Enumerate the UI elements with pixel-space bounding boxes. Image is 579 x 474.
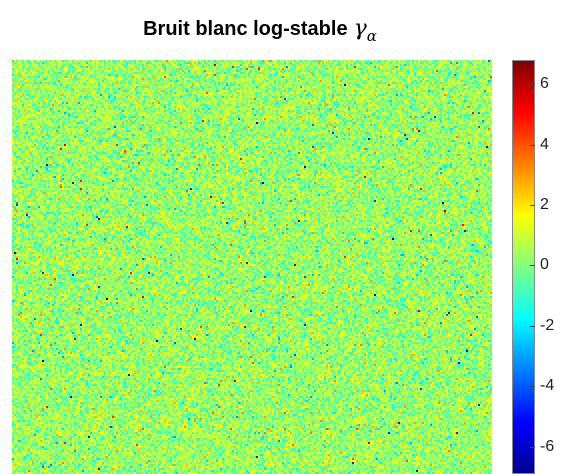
colorbar-tick-mark <box>530 325 535 327</box>
colorbar-tick-mark <box>530 386 535 388</box>
colorbar-tick-label: -4 <box>540 377 555 395</box>
title-subscript: α <box>366 27 377 45</box>
title-symbol: γ <box>353 16 367 41</box>
colorbar-tick-label: 4 <box>540 135 549 153</box>
colorbar <box>512 60 535 474</box>
colorbar-tick-mark <box>530 144 535 146</box>
colorbar-tick-mark <box>530 205 535 207</box>
colorbar-tick-mark <box>530 446 535 448</box>
colorbar-tick-label: -2 <box>540 316 555 334</box>
chart-title: Bruit blanc log-stable γα <box>0 16 520 45</box>
noise-image <box>12 60 492 474</box>
chart-title-text: Bruit blanc log-stable <box>143 18 348 40</box>
colorbar-tick-mark <box>530 84 535 86</box>
colorbar-tick-label: 2 <box>540 196 549 214</box>
colorbar-tick-mark <box>530 265 535 267</box>
colorbar-tick-label: 6 <box>540 75 549 93</box>
colorbar-tick-label: 0 <box>540 256 549 274</box>
colorbar-tick-label: -6 <box>540 437 555 455</box>
